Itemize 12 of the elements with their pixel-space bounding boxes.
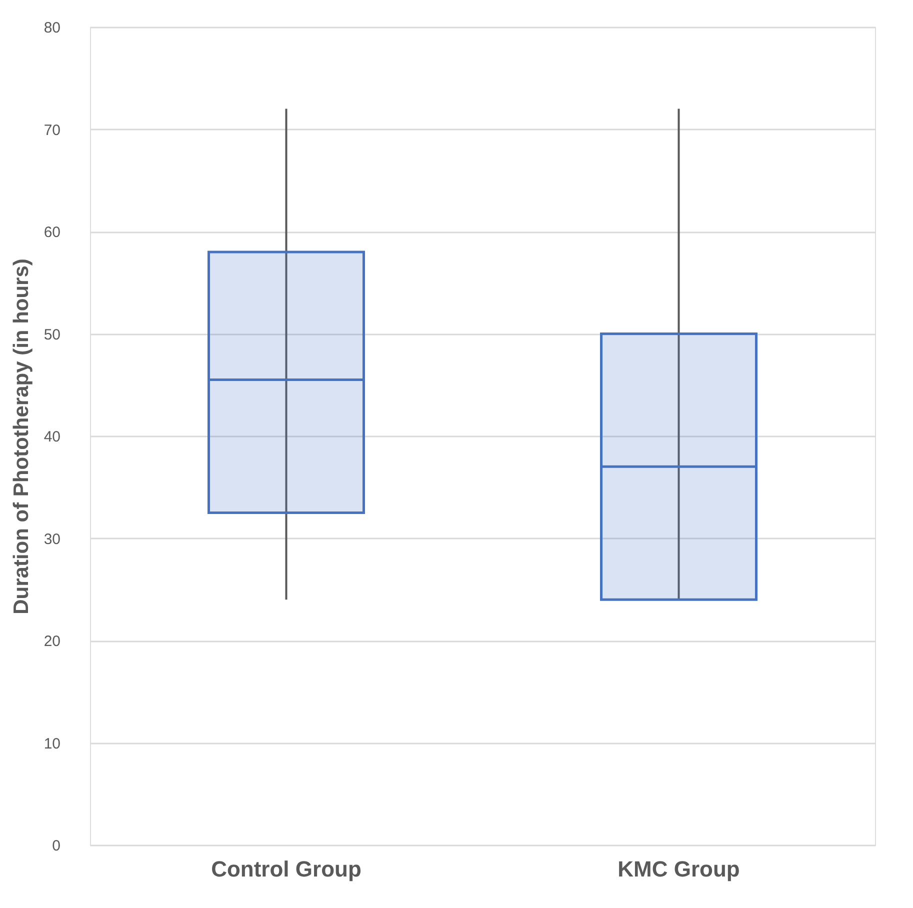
y-tick-label: 70 [44,122,60,139]
y-tick-label: 10 [44,735,60,752]
y-tick-label: 30 [44,530,60,548]
y-axis-title: Duration of Phototherapy (in hours) [10,258,33,614]
x-tick-label: KMC Group [618,856,740,882]
y-tick-label: 20 [44,633,60,650]
y-tick-label: 60 [44,224,60,241]
y-tick-label: 80 [44,20,60,36]
y-tick-label: 40 [44,428,60,446]
y-tick-label: 0 [52,838,60,854]
y-tick-label: 50 [44,326,60,344]
x-tick-label: Control Group [211,856,362,882]
